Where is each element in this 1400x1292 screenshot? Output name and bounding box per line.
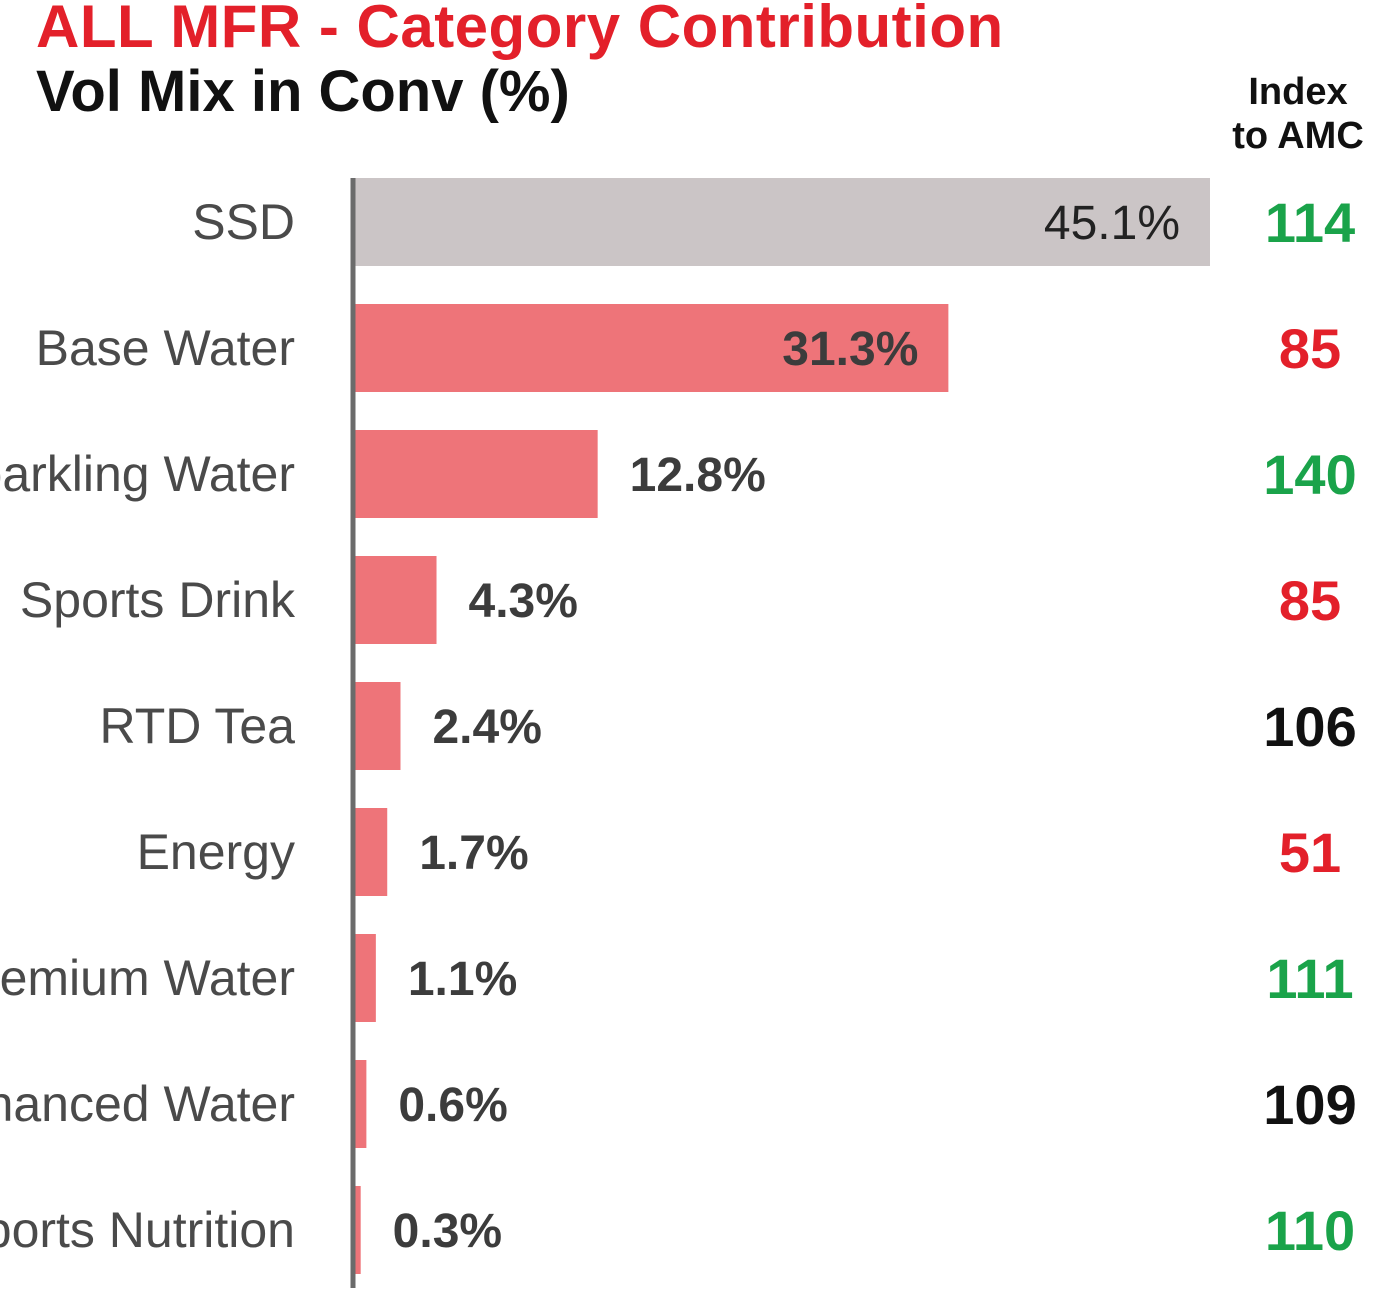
index-value-3: 85 xyxy=(1279,569,1341,632)
index-header-line-1: Index xyxy=(1248,71,1348,113)
value-label-0: 45.1% xyxy=(1044,197,1180,250)
index-column-header: Index to AMC xyxy=(1196,70,1400,158)
value-label-8: 0.3% xyxy=(393,1205,502,1258)
index-value-5: 51 xyxy=(1279,821,1341,884)
chart-title: ALL MFR - Category Contribution xyxy=(36,0,1004,60)
value-label-4: 2.4% xyxy=(432,701,541,754)
index-value-8: 110 xyxy=(1265,1199,1355,1262)
index-value-4: 106 xyxy=(1263,695,1356,758)
bar-8 xyxy=(355,1186,361,1274)
index-value-1: 85 xyxy=(1279,317,1341,380)
chart-subtitle: Vol Mix in Conv (%) xyxy=(36,59,570,124)
bar-3 xyxy=(355,556,437,644)
category-label-2: Sparkling Water xyxy=(0,446,295,502)
index-value-0: 114 xyxy=(1265,191,1355,254)
bar-4 xyxy=(355,682,401,770)
category-label-3: Sports Drink xyxy=(20,572,296,628)
bar-2 xyxy=(355,430,598,518)
index-value-6: 111 xyxy=(1266,947,1353,1010)
index-header-line-2: to AMC xyxy=(1232,115,1364,157)
value-label-5: 1.7% xyxy=(419,827,528,880)
index-value-2: 140 xyxy=(1263,443,1356,506)
value-label-2: 12.8% xyxy=(630,449,766,502)
value-label-6: 1.1% xyxy=(408,953,517,1006)
category-label-0: SSD xyxy=(192,194,295,250)
category-label-6: Premium Water xyxy=(0,950,295,1006)
bar-7 xyxy=(355,1060,367,1148)
bar-5 xyxy=(355,808,388,896)
value-label-1: 31.3% xyxy=(782,323,918,376)
value-label-7: 0.6% xyxy=(398,1079,507,1132)
bar-6 xyxy=(355,934,376,1022)
bar-0 xyxy=(355,178,1210,266)
value-label-3: 4.3% xyxy=(469,575,578,628)
category-label-8: Sports Nutrition xyxy=(0,1202,295,1258)
category-label-1: Base Water xyxy=(36,320,295,376)
category-label-5: Energy xyxy=(137,824,295,880)
category-label-4: RTD Tea xyxy=(100,698,296,754)
index-value-7: 109 xyxy=(1263,1073,1356,1136)
category-label-7: Enhanced Water xyxy=(0,1076,295,1132)
bar-1 xyxy=(355,304,949,392)
